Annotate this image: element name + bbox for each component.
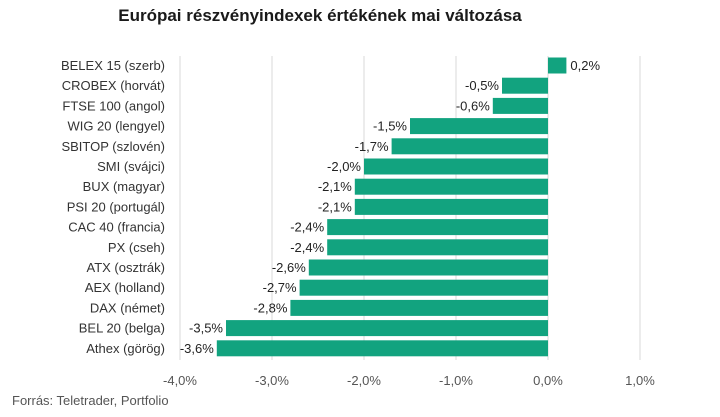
bar — [354, 198, 548, 215]
bar — [216, 340, 549, 357]
value-label: -1,5% — [373, 119, 407, 134]
bar — [502, 77, 548, 94]
value-label: -3,5% — [189, 321, 223, 336]
x-tick-label: 1,0% — [625, 373, 655, 388]
bar — [226, 320, 548, 337]
bar — [290, 299, 548, 316]
value-label: -1,7% — [355, 139, 389, 154]
bar — [364, 158, 548, 175]
source-note: Forrás: Teletrader, Portfolio — [12, 393, 169, 408]
category-label: FTSE 100 (angol) — [62, 98, 165, 113]
category-label: DAX (német) — [90, 300, 165, 315]
value-label: -2,4% — [290, 220, 324, 235]
category-label: SBITOP (szlovén) — [61, 139, 165, 154]
bar — [492, 97, 548, 114]
value-label: -2,4% — [290, 240, 324, 255]
category-label: BUX (magyar) — [83, 179, 165, 194]
category-label: BEL 20 (belga) — [79, 321, 165, 336]
x-tick-label: 0,0% — [533, 373, 563, 388]
x-tick-label: -4,0% — [163, 373, 197, 388]
category-label: WIG 20 (lengyel) — [67, 119, 165, 134]
category-label: SMI (svájci) — [97, 159, 165, 174]
value-label: 0,2% — [570, 58, 600, 73]
value-label: -3,6% — [180, 341, 214, 356]
bar — [354, 178, 548, 195]
x-tick-label: -1,0% — [439, 373, 473, 388]
bar — [308, 259, 548, 276]
category-label: PX (cseh) — [108, 240, 165, 255]
category-label: BELEX 15 (szerb) — [61, 58, 165, 73]
category-label: CROBEX (horvát) — [62, 78, 165, 93]
value-label: -2,8% — [253, 300, 287, 315]
labels: -4,0% -3,0% -2,0% -1,0% 0,0% 1,0% BELEX 15 (sz… — [61, 58, 655, 388]
bar — [410, 118, 548, 135]
bar — [299, 279, 548, 296]
value-label: -0,6% — [456, 98, 490, 113]
bars — [216, 57, 567, 357]
x-tick-label: -2,0% — [347, 373, 381, 388]
category-label: AEX (holland) — [85, 280, 165, 295]
category-label: PSI 20 (portugál) — [67, 199, 165, 214]
value-label: -2,7% — [263, 280, 297, 295]
value-label: -2,0% — [327, 159, 361, 174]
value-label: -2,6% — [272, 260, 306, 275]
value-label: -2,1% — [318, 179, 352, 194]
category-label: ATX (osztrák) — [87, 260, 166, 275]
bar — [548, 57, 567, 74]
chart-title: Európai részvényindexek értékének mai vá… — [118, 6, 522, 25]
bar — [327, 219, 548, 236]
category-label: CAC 40 (francia) — [68, 220, 165, 235]
value-label: -0,5% — [465, 78, 499, 93]
x-tick-label: -3,0% — [255, 373, 289, 388]
bar — [327, 239, 548, 256]
category-label: Athex (görög) — [86, 341, 165, 356]
value-label: -2,1% — [318, 199, 352, 214]
bar — [391, 138, 548, 155]
